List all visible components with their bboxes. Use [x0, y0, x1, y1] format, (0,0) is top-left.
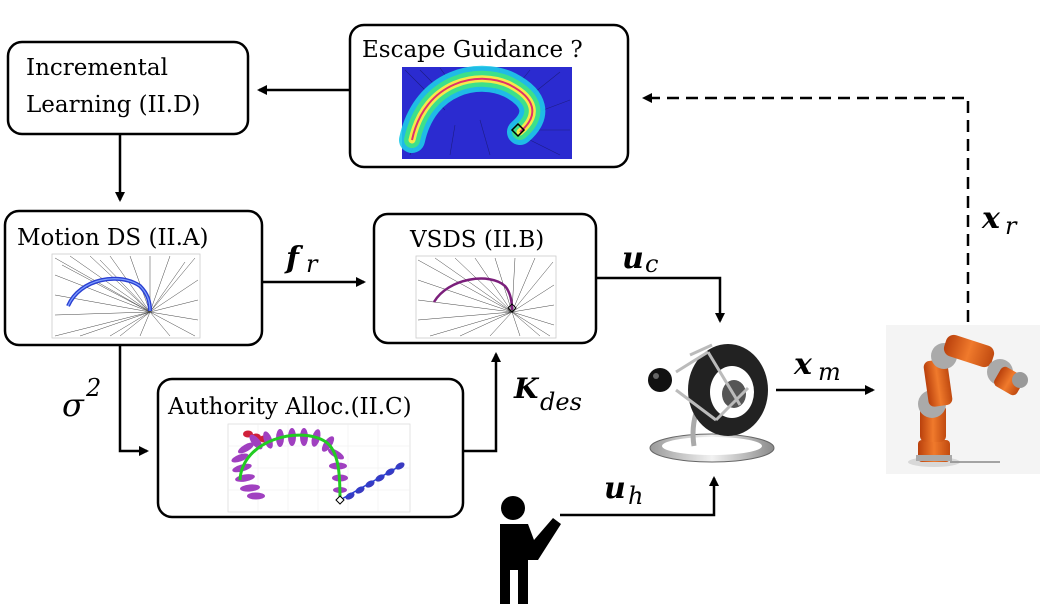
label-f-r: f r — [284, 241, 319, 278]
arrow-xr — [642, 93, 970, 322]
label-k-des: K des — [513, 372, 582, 416]
motion-ds-box: Motion DS (II.A) — [3, 209, 264, 347]
x-r-subscript: r — [1005, 212, 1018, 240]
x-m-subscript: m — [818, 358, 841, 386]
k-des-symbol: K — [513, 372, 540, 405]
x-m-symbol: x — [793, 347, 813, 382]
sigma-superscript: 2 — [85, 374, 101, 402]
f-r-symbol: f — [284, 241, 304, 276]
motion-ds-title: Motion DS (II.A) — [17, 225, 209, 251]
robot-arm-icon — [886, 325, 1040, 474]
arrow-kdes — [463, 352, 501, 453]
label-x-m: x m — [793, 347, 841, 386]
vsds-title: VSDS (II.B) — [409, 227, 544, 253]
arrow-uc — [596, 276, 725, 323]
u-c-subscript: c — [645, 250, 658, 278]
escape-guidance-box: Escape Guidance ? — [348, 23, 630, 169]
vsds-box: VSDS (II.B) — [372, 212, 598, 345]
motion-ds-streamplot — [51, 253, 201, 339]
arrows — [115, 85, 970, 517]
u-h-subscript: h — [628, 482, 643, 510]
incremental-learning-line1: Incremental — [26, 55, 168, 81]
x-r-symbol: x — [981, 201, 1001, 236]
vsds-streamplot — [415, 255, 557, 339]
authority-alloc-ellipse-plot — [227, 423, 411, 513]
label-sigma2: σ 2 — [62, 374, 101, 424]
incremental-learning-box: Incremental Learning (II.D) — [6, 40, 250, 136]
f-r-subscript: r — [306, 250, 319, 278]
label-u-h: u h — [604, 471, 643, 510]
escape-guidance-heatmap — [399, 65, 572, 159]
arrow-uh — [560, 476, 719, 517]
escape-guidance-title: Escape Guidance ? — [362, 37, 583, 63]
authority-alloc-box: Authority Alloc.(II.C) — [156, 377, 465, 519]
sigma-symbol: σ — [62, 386, 85, 424]
human-operator-icon — [500, 496, 561, 604]
u-c-symbol: u — [622, 241, 644, 276]
k-des-subscript: des — [540, 388, 582, 416]
haptic-device-icon — [648, 343, 775, 463]
u-h-symbol: u — [604, 471, 626, 506]
label-u-c: u c — [622, 241, 658, 278]
incremental-learning-line2: Learning (II.D) — [26, 92, 200, 118]
arrow-sigma2 — [118, 345, 149, 456]
authority-alloc-title: Authority Alloc.(II.C) — [167, 394, 412, 420]
label-x-r: x r — [981, 201, 1018, 240]
